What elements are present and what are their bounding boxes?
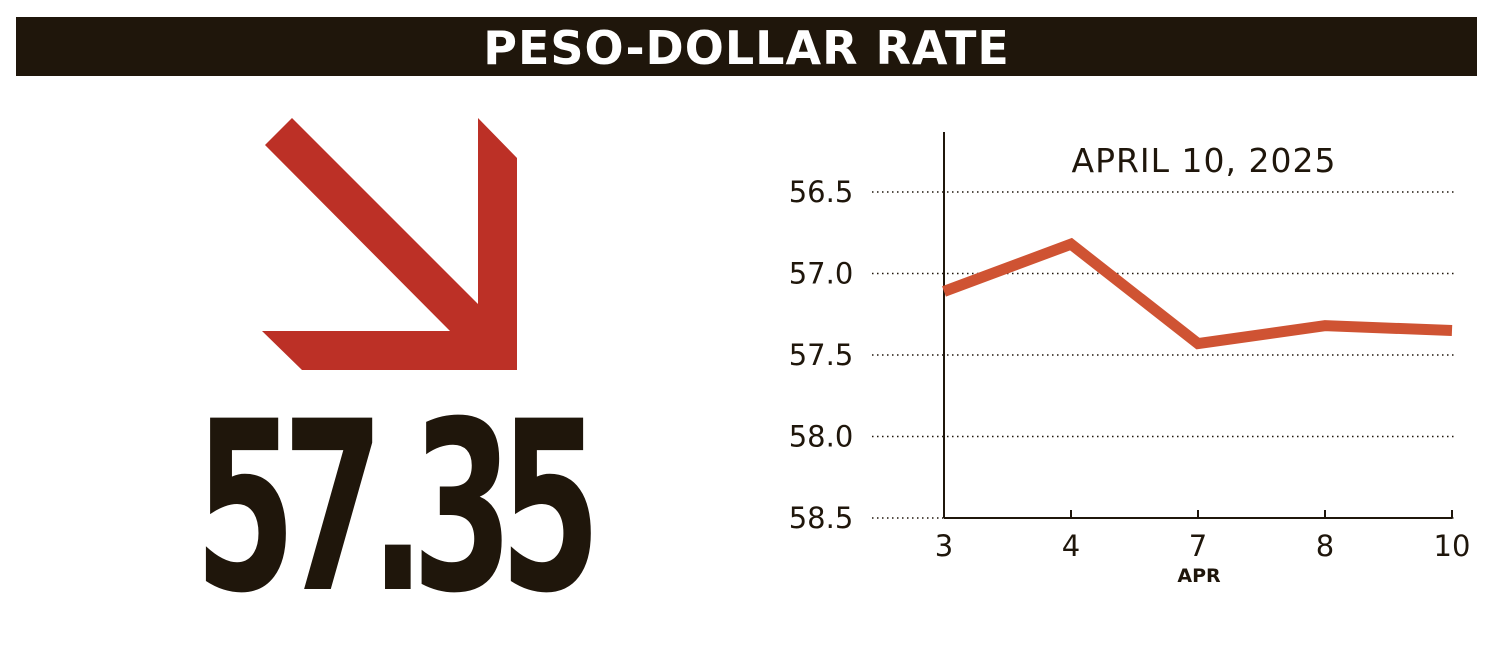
page-title: PESO-DOLLAR RATE — [483, 20, 1010, 75]
chart-axes — [943, 132, 1453, 519]
arrow-down-right-icon — [262, 118, 517, 370]
series-layer — [942, 237, 1453, 350]
header-bar: PESO-DOLLAR RATE — [16, 17, 1477, 76]
y-tick-label: 58.0 — [789, 420, 854, 454]
x-tick-label: 3 — [935, 529, 953, 563]
x-axis-title: APR — [1177, 565, 1221, 587]
chart-title: APRIL 10, 2025 — [1072, 141, 1337, 180]
x-tick-label: 7 — [1189, 529, 1207, 563]
rate-series-line — [942, 237, 1453, 350]
rate-line-chart: APRIL 10, 2025 56.5 57.0 57.5 58.0 58.5 3 4 7 8… — [789, 132, 1471, 587]
y-tick-labels: 56.5 57.0 57.5 58.0 58.5 — [789, 175, 854, 535]
arrow-shape — [262, 118, 517, 370]
current-rate-value: 57.35 — [194, 371, 601, 645]
x-tick-labels: 3 4 7 8 10 — [935, 529, 1471, 563]
y-tick-label: 57.5 — [789, 338, 854, 372]
y-tick-label: 57.0 — [789, 257, 854, 291]
y-tick-label: 58.5 — [789, 501, 854, 535]
x-tick-label: 4 — [1062, 529, 1080, 563]
y-tick-label: 56.5 — [789, 175, 854, 209]
x-tick-label: 8 — [1316, 529, 1334, 563]
x-tick-label: 10 — [1434, 529, 1471, 563]
grid-lines — [872, 191, 1454, 519]
